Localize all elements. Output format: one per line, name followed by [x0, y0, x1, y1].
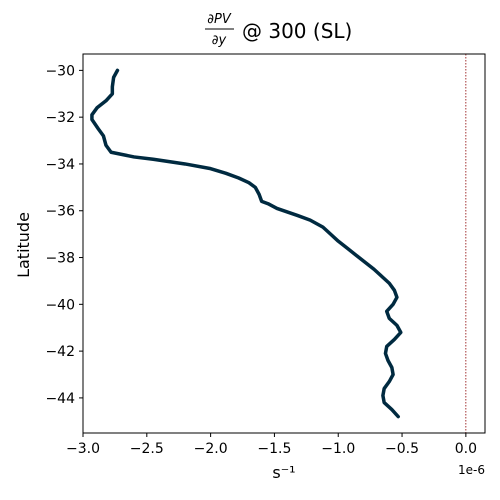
- y-axis-label: Latitude: [14, 212, 33, 278]
- title-denominator: ∂y: [212, 33, 227, 48]
- y-tick-label: −42: [45, 344, 75, 360]
- y-tick-label: −44: [45, 391, 75, 407]
- x-tick-label: −0.5: [385, 441, 419, 457]
- x-tick-label: 0.0: [455, 441, 477, 457]
- x-tick-label: −3.0: [66, 441, 100, 457]
- chart-title: ∂PV ∂y @ 300 (SL): [205, 12, 352, 48]
- title-numerator: ∂PV: [207, 12, 232, 27]
- y-tick-label: −40: [45, 297, 75, 313]
- title-suffix: @ 300 (SL): [242, 19, 352, 43]
- series-line-1: [90, 68, 403, 419]
- y-tick-label: −30: [45, 63, 75, 79]
- axes: −3.0 −2.5 −2.0 −1.5 −1.0 −0.5 0.0 −44 −42 −40 −38 −…: [45, 53, 486, 457]
- y-tick-label: −34: [45, 157, 75, 173]
- y-tick-label: −36: [45, 204, 75, 220]
- plot-frame: [82, 53, 486, 434]
- x-tick-label: −2.5: [130, 441, 164, 457]
- x-tick-label: −1.5: [257, 441, 291, 457]
- x-axis-offset-label: 1e-6: [458, 463, 485, 477]
- y-tick-label: −32: [45, 110, 75, 126]
- x-tick-label: −2.0: [194, 441, 228, 457]
- plot-area: [90, 54, 467, 433]
- x-axis-label: s⁻¹: [272, 463, 295, 482]
- y-tick-label: −38: [45, 251, 75, 267]
- x-tick-label: −1.0: [321, 441, 355, 457]
